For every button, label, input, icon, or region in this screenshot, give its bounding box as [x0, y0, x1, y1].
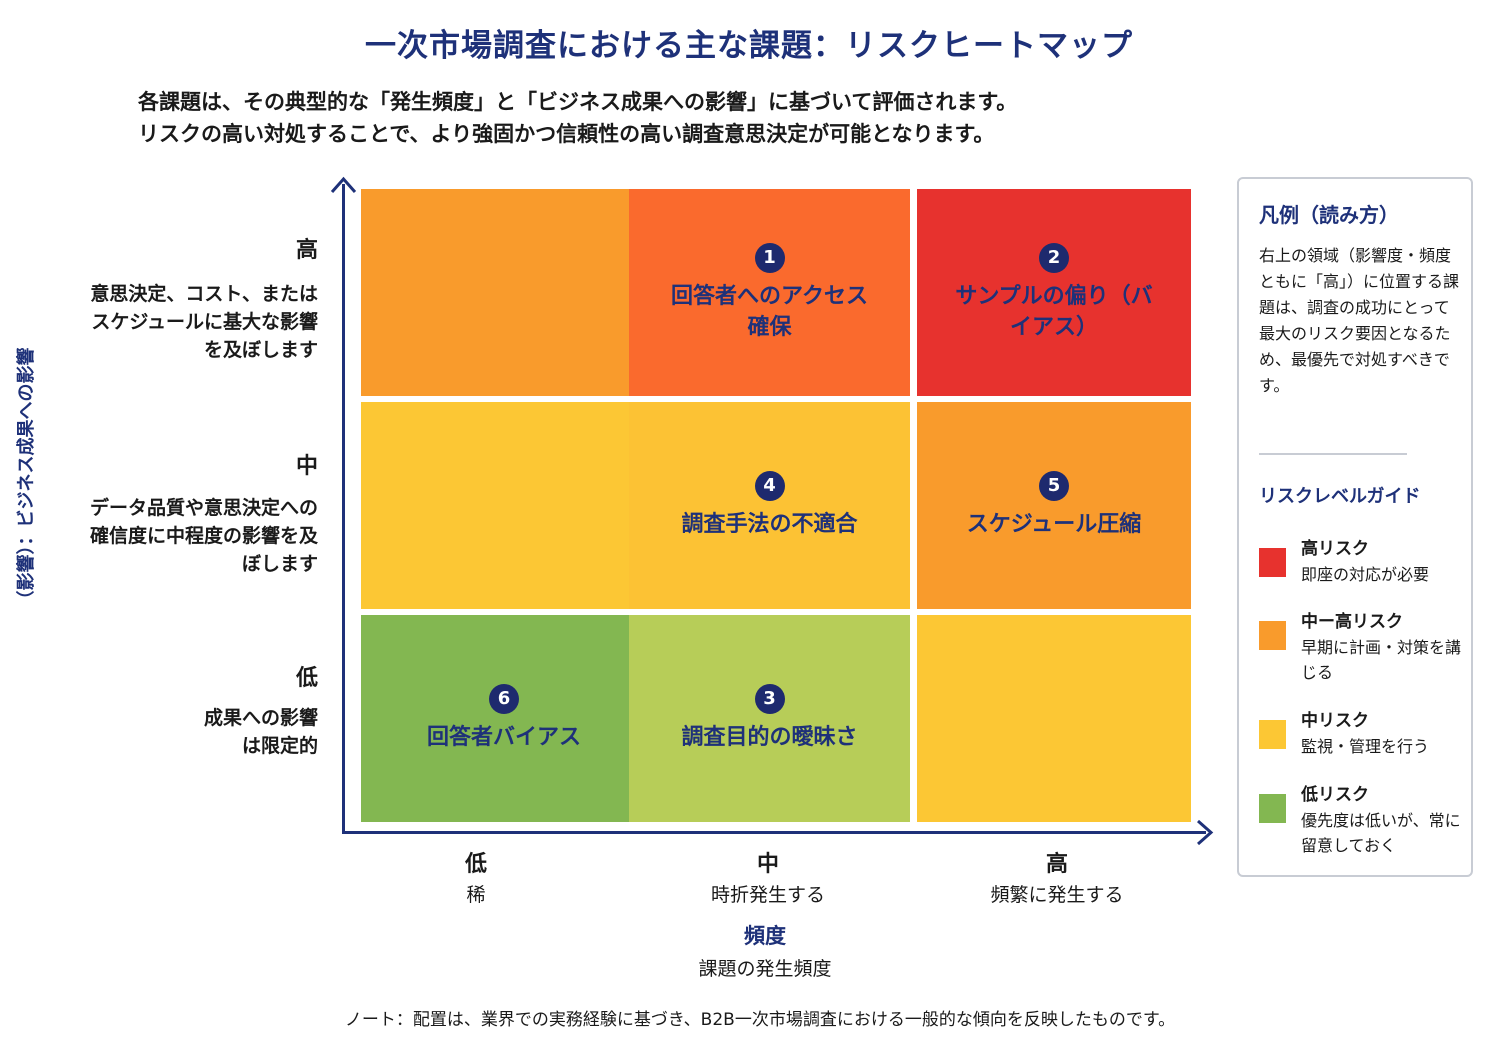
- legend-swatch: [1259, 548, 1286, 577]
- cell-impact-high-freq-mid: 1 回答者へのアクセス確保: [629, 189, 910, 396]
- cell-label: スケジュール圧縮: [966, 512, 1142, 537]
- cell-impact-low-freq-high: [917, 615, 1191, 822]
- y-level-high: 高: [295, 238, 318, 263]
- x-level-high: 高: [1045, 852, 1068, 877]
- legend-swatch: [1259, 621, 1286, 650]
- x-axis-title: 頻度: [744, 924, 786, 948]
- legend-item-desc: 優先度は低いが、常に留意しておく: [1301, 811, 1461, 855]
- cell-label: 回答者バイアス: [426, 725, 581, 750]
- subtitle-line-2: リスクの高い対処することで、より強固かつ信頼性の高い調査意思決定が可能となります…: [138, 122, 995, 146]
- legend-item-desc: 即座の対応が必要: [1301, 565, 1430, 584]
- cell-impact-mid-freq-mid: 4 調査手法の不適合: [629, 402, 910, 609]
- x-axis-subtitle: 課題の発生頻度: [698, 958, 832, 980]
- cell-impact-high-freq-high: 2 サンプルの偏り（バイアス）: [917, 189, 1191, 396]
- legend-item-name: 高リスク: [1301, 539, 1369, 559]
- legend-title: 凡例（読み方）: [1259, 203, 1399, 227]
- y-level-low: 低: [295, 666, 318, 691]
- y-axis-title: （影響）：ビジネス成果への影響: [16, 347, 37, 609]
- legend-item-name: 低リスク: [1301, 785, 1369, 805]
- legend-item-name: 中リスク: [1301, 711, 1369, 731]
- y-desc-high: 意思決定、コスト、またはスケジュールに基大な影響を及ぼします: [90, 283, 318, 361]
- cell-label: 調査目的の曖昧さ: [681, 725, 858, 750]
- legend-item-desc: 早期に計画・対策を講じる: [1301, 638, 1462, 682]
- cell-impact-low-freq-low: 6 回答者バイアス: [361, 615, 647, 822]
- legend-item-desc: 監視・管理を行う: [1301, 737, 1430, 756]
- x-axis-arrow-icon: [1197, 819, 1214, 846]
- footnote: ノート：配置は、業界での実務経験に基づき、B2B一次市場調査における一般的な傾向…: [344, 1010, 1176, 1030]
- x-desc-high: 頻繁に発生する: [990, 884, 1124, 906]
- cell-impact-high-freq-low: [361, 189, 647, 396]
- subtitle: 各課題は、その典型的な「発生頻度」と「ビジネス成果への影響」に基づいて評価されま…: [138, 86, 1378, 150]
- x-level-low: 低: [464, 852, 487, 877]
- legend-item-name: 中ー高リスク: [1301, 612, 1403, 632]
- cell-number-badge: 6: [489, 684, 519, 714]
- x-axis-line: [342, 831, 1206, 834]
- cell-label: 調査手法の不適合: [681, 512, 858, 537]
- y-axis-arrow-icon: [330, 176, 357, 193]
- y-desc-mid: データ品質や意思決定への確信度に中程度の影響を及ぼします: [89, 497, 318, 575]
- risk-guide-title: リスクレベルガイド: [1259, 486, 1421, 507]
- legend-divider: [1259, 453, 1407, 455]
- legend-panel: 凡例（読み方） 右上の領域（影響度・頻度ともに「高」）に位置する課題は、調査の成…: [1237, 177, 1473, 877]
- x-desc-low: 稀: [466, 884, 486, 906]
- legend-swatch: [1259, 794, 1286, 823]
- legend-swatch: [1259, 720, 1286, 749]
- cell-number-badge: 3: [754, 684, 785, 714]
- cell-impact-mid-freq-high: 5 スケジュール圧縮: [917, 402, 1191, 609]
- y-level-mid: 中: [295, 454, 318, 479]
- cell-number-badge: 1: [754, 242, 785, 273]
- page-title: 一次市場調査における主な課題：リスクヒートマップ: [365, 28, 1133, 64]
- subtitle-line-1: 各課題は、その典型的な「発生頻度」と「ビジネス成果への影響」に基づいて評価されま…: [138, 90, 1018, 114]
- y-desc-low: 成果への影響は限定的: [203, 707, 318, 757]
- cell-impact-low-freq-mid: 3 調査目的の曖昧さ: [629, 615, 910, 822]
- cell-number-badge: 5: [1039, 471, 1069, 501]
- cell-number-badge: 4: [754, 471, 785, 501]
- x-desc-mid: 時折発生する: [710, 884, 825, 906]
- cell-impact-mid-freq-low: [361, 402, 647, 609]
- legend-description: 右上の領域（影響度・頻度ともに「高」）に位置する課題は、調査の成功にとって最大の…: [1259, 246, 1460, 395]
- y-axis-line: [342, 184, 345, 834]
- cell-label: サンプルの偏り（バイアス）: [955, 283, 1153, 340]
- cell-label: 回答者へのアクセス確保: [671, 283, 868, 340]
- cell-number-badge: 2: [1039, 242, 1069, 273]
- x-level-mid: 中: [756, 852, 779, 877]
